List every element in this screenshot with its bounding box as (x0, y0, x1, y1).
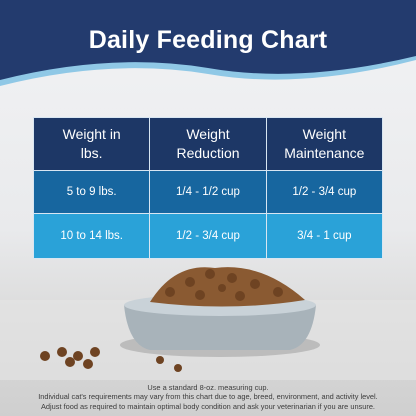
cell: 1/4 - 1/2 cup (149, 170, 267, 214)
cell: 1/2 - 3/4 cup (149, 213, 267, 259)
header-line: Weight (302, 126, 346, 142)
kibble (40, 269, 283, 372)
footer-note: Adjust food as required to maintain opti… (40, 401, 375, 411)
title: Daily Feeding Chart (88, 26, 328, 54)
kibble-pile (150, 267, 305, 307)
cell: 10 to 14 lbs. (32, 213, 151, 259)
cell: 1/2 - 3/4 cup (265, 170, 384, 214)
header-row: Weight in lbs. Weight Reduction Weight Main… (32, 117, 384, 171)
header-line: Maintenance (284, 145, 365, 161)
column-header: Weight Maintenance (265, 117, 384, 171)
column-header: Weight in lbs. (32, 117, 151, 171)
bowl (124, 305, 316, 350)
footer: Use a standard 8-oz. measuring cup. Indi… (0, 383, 416, 411)
banner (0, 0, 416, 80)
header-line: Weight in (62, 126, 121, 142)
cell: 3/4 - 1 cup (265, 213, 384, 259)
footer-note: Individual cat's requirements may vary f… (38, 392, 378, 402)
header-line: lbs. (80, 145, 103, 161)
column-header: Weight Reduction (149, 117, 267, 171)
header-line: Reduction (176, 145, 240, 161)
header-line: Weight (186, 126, 230, 142)
footer-note: Use a standard 8-oz. measuring cup. (147, 383, 269, 392)
table-row: 5 to 9 lbs. 1/4 - 1/2 cup 1/2 - 3/4 cup (32, 170, 384, 214)
feeding-table: Weight in lbs. Weight Reduction Weight Main… (32, 117, 384, 259)
table-row: 10 to 14 lbs. 1/2 - 3/4 cup 3/4 - 1 cup (32, 213, 384, 259)
cell: 5 to 9 lbs. (32, 170, 151, 214)
